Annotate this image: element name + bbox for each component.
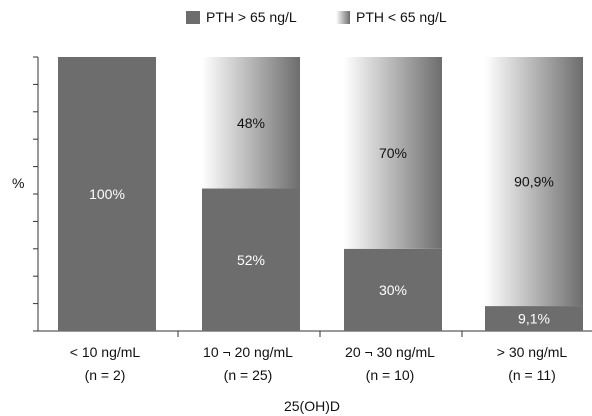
data-label-pth-low: 70% <box>379 145 407 161</box>
data-label-pth-high: 9,1% <box>518 311 550 327</box>
bar-pth-high <box>58 57 156 331</box>
data-label-pth-high: 52% <box>237 252 265 268</box>
bar-pth-high <box>202 188 300 331</box>
data-label-pth-high: 30% <box>379 282 407 298</box>
legend-label-pth-high: PTH > 65 ng/L <box>206 9 297 25</box>
x-axis-label: 25(OH)D <box>284 398 340 414</box>
x-tick-label: 10 ¬ 20 ng/mL <box>203 344 293 360</box>
x-tick-labels: < 10 ng/mL (n = 2) 10 ¬ 20 ng/mL (n = 25) 20… <box>70 344 568 383</box>
y-axis-label: % <box>12 175 24 191</box>
bar-pth-low <box>344 57 442 249</box>
legend-label-pth-low: PTH < 65 ng/L <box>356 9 447 25</box>
bar-pth-low <box>202 57 300 189</box>
bar-pth-high <box>485 306 583 331</box>
data-label-pth-high: 100% <box>89 186 125 202</box>
legend-swatch-pth-high <box>186 11 200 24</box>
x-tick-sample-size: (n = 25) <box>224 367 273 383</box>
bars: 100% 48% 52% 70% 30% 90,9% 9,1% <box>58 57 583 337</box>
y-axis-ticks <box>33 56 38 332</box>
legend: PTH > 65 ng/L PTH < 65 ng/L <box>186 9 447 25</box>
x-tick-label: 20 ¬ 30 ng/mL <box>345 344 435 360</box>
x-tick-sample-size: (n = 2) <box>85 367 126 383</box>
data-label-pth-low: 48% <box>237 115 265 131</box>
x-tick-sample-size: (n = 10) <box>366 367 415 383</box>
data-label-pth-low: 90,9% <box>514 174 554 190</box>
bar-pth-high <box>344 248 442 331</box>
x-tick-sample-size: (n = 11) <box>508 367 556 383</box>
x-tick-label: < 10 ng/mL <box>70 344 141 360</box>
x-tick-label: > 30 ng/mL <box>497 344 568 360</box>
bar-pth-low <box>485 57 583 307</box>
legend-swatch-pth-low <box>336 11 350 24</box>
